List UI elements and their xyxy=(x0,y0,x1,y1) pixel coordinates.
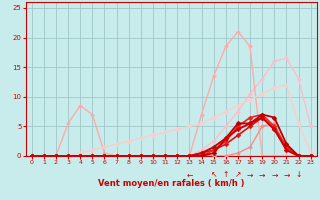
Text: →: → xyxy=(283,170,290,179)
Text: ↓: ↓ xyxy=(295,170,302,179)
Text: ←: ← xyxy=(186,170,193,179)
Text: ↑: ↑ xyxy=(223,170,229,179)
Text: →: → xyxy=(247,170,253,179)
Text: →: → xyxy=(259,170,265,179)
Text: ↖: ↖ xyxy=(211,170,217,179)
Text: ↗: ↗ xyxy=(235,170,241,179)
X-axis label: Vent moyen/en rafales ( km/h ): Vent moyen/en rafales ( km/h ) xyxy=(98,179,244,188)
Text: →: → xyxy=(271,170,277,179)
